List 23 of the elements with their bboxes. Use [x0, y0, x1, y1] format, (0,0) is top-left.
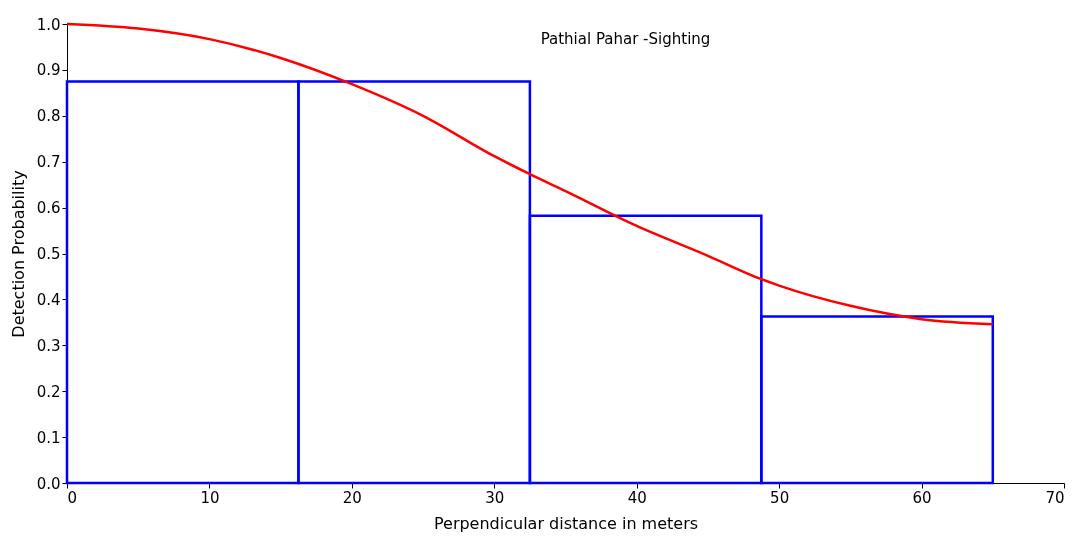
- y-tick-label: 0.6: [36, 199, 61, 218]
- x-tick-label: 0: [67, 488, 78, 507]
- x-tick-label: 60: [912, 488, 932, 507]
- x-tick-label: 70: [1045, 488, 1065, 507]
- y-tick-label: 0.5: [36, 245, 61, 263]
- y-tick-label: 0.2: [36, 382, 61, 401]
- chart-title: Pathial Pahar -Sighting: [540, 30, 711, 48]
- y-tick-label: 0.8: [36, 107, 61, 126]
- x-axis-title: Perpendicular distance in meters: [433, 513, 699, 533]
- line-series: [65, 22, 995, 326]
- y-axis-title: Detection Probability: [8, 170, 28, 338]
- x-tick-label: 20: [342, 488, 362, 507]
- y-tick-label: 0.9: [36, 61, 61, 80]
- x-tick-label: 40: [627, 488, 647, 507]
- y-tick-label: 0.4: [36, 290, 61, 309]
- y-tick-label: 0.1: [36, 428, 61, 447]
- y-tick-label: 0.7: [36, 153, 61, 172]
- y-tick-label: 1.0: [36, 15, 61, 34]
- y-tick-label: 0.0: [36, 474, 61, 493]
- y-tick-label: 0.3: [36, 336, 61, 355]
- x-tick-label: 50: [770, 488, 790, 507]
- x-tick-label: 10: [200, 488, 220, 507]
- x-tick-label: 30: [485, 488, 505, 507]
